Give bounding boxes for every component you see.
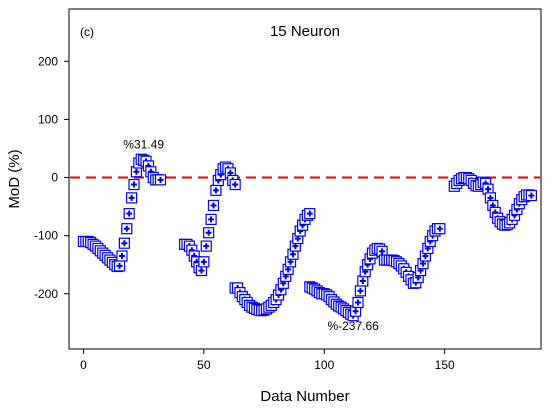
data-point [123,207,135,220]
data-point [113,260,126,272]
data-point [525,189,537,202]
data-point [357,275,369,287]
data-point [434,223,446,235]
data-point [126,192,138,204]
y-tick-label: -200 [34,287,58,301]
data-point [198,256,210,268]
data-point [354,285,366,297]
data-point [203,227,215,239]
chart-title: 15 Neuron [270,23,340,40]
data-point [121,223,133,235]
data-point [352,296,364,309]
annotation-label: %-237.66 [327,319,379,333]
x-tick-label: 150 [435,358,455,372]
data-point [304,207,316,220]
data-point [128,178,140,191]
data-point [207,199,220,212]
annotation-layer: %31.49 %-237.66 [123,137,379,332]
y-tick-label: -100 [34,229,58,243]
x-tick-label: 100 [314,358,334,372]
tick-layer: 0 50 100 150 -200 -100 0 100 200 [34,54,455,372]
y-axis-label: MoD (%) [6,149,23,208]
y-tick-label: 200 [38,54,58,68]
x-tick-label: 0 [80,358,87,372]
data-point [154,174,167,186]
x-axis-label: Data Number [260,388,349,405]
y-tick-label: 0 [51,171,58,185]
data-point [118,237,130,249]
data-point [200,240,212,252]
x-tick-label: 50 [197,358,211,372]
marker-layer [77,153,537,322]
panel-label: (c) [80,25,94,39]
annotation-label: %31.49 [123,137,164,151]
y-tick-label: 100 [38,112,58,126]
data-point [116,250,128,262]
data-point [210,184,222,196]
data-point [229,178,241,191]
data-point [205,213,217,225]
